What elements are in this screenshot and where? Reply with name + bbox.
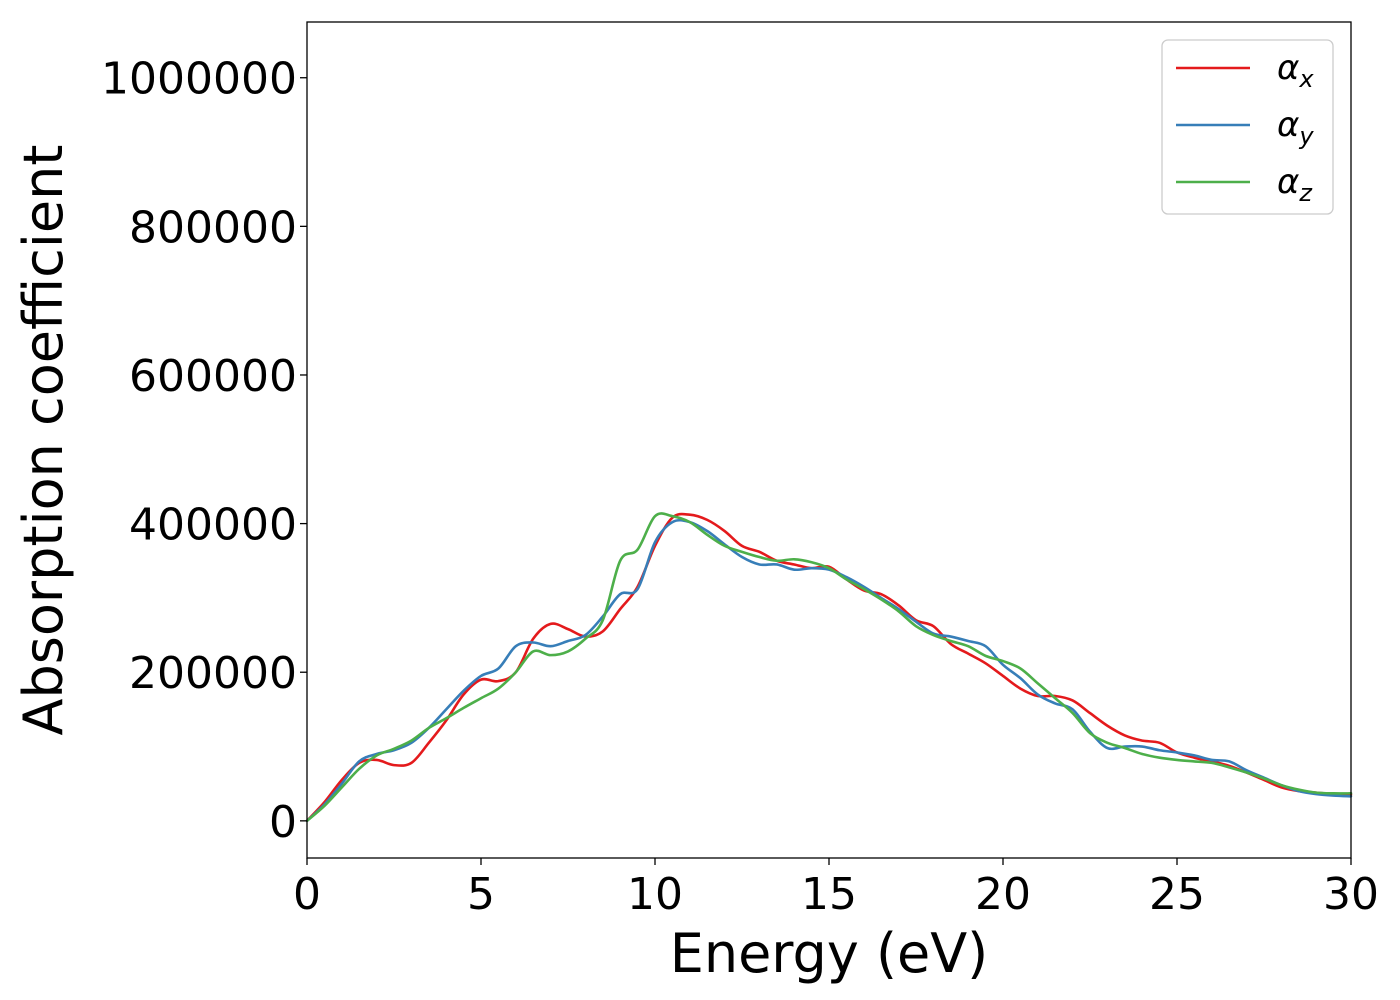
- y-axis-label: Absorption coefficient: [12, 145, 75, 736]
- x-tick-label: 5: [467, 869, 495, 920]
- y-tick-label: 1000000: [101, 54, 297, 105]
- x-tick-label: 15: [801, 869, 857, 920]
- y-tick-label: 400000: [129, 500, 297, 551]
- x-axis-label: Energy (eV): [670, 922, 989, 985]
- x-tick-label: 20: [975, 869, 1031, 920]
- x-tick-label: 25: [1149, 869, 1205, 920]
- legend-label-alpha-z: αz: [1277, 162, 1313, 207]
- y-tick-label: 0: [269, 797, 297, 848]
- y-axis-ticks: 0 200000 400000 600000 800000 1000000: [101, 54, 307, 848]
- series-line-alpha-z: [305, 512, 1353, 823]
- series-line-alpha-y: [305, 518, 1353, 823]
- y-tick-label: 600000: [129, 351, 297, 402]
- x-tick-label: 0: [293, 869, 321, 920]
- y-tick-label: 800000: [129, 202, 297, 253]
- x-tick-label: 30: [1323, 869, 1379, 920]
- series-lines: [305, 512, 1353, 823]
- y-tick-label: 200000: [129, 648, 297, 699]
- x-tick-label: 10: [627, 869, 683, 920]
- legend-label-alpha-y: αy: [1277, 105, 1314, 150]
- legend-label-alpha-x: αx: [1277, 48, 1314, 93]
- legend-box: [1161, 39, 1334, 215]
- series-line-alpha-x: [305, 512, 1353, 823]
- x-axis-ticks: 0 5 10 15 20 25 30: [293, 858, 1379, 920]
- legend: αx αy αz: [1161, 39, 1334, 215]
